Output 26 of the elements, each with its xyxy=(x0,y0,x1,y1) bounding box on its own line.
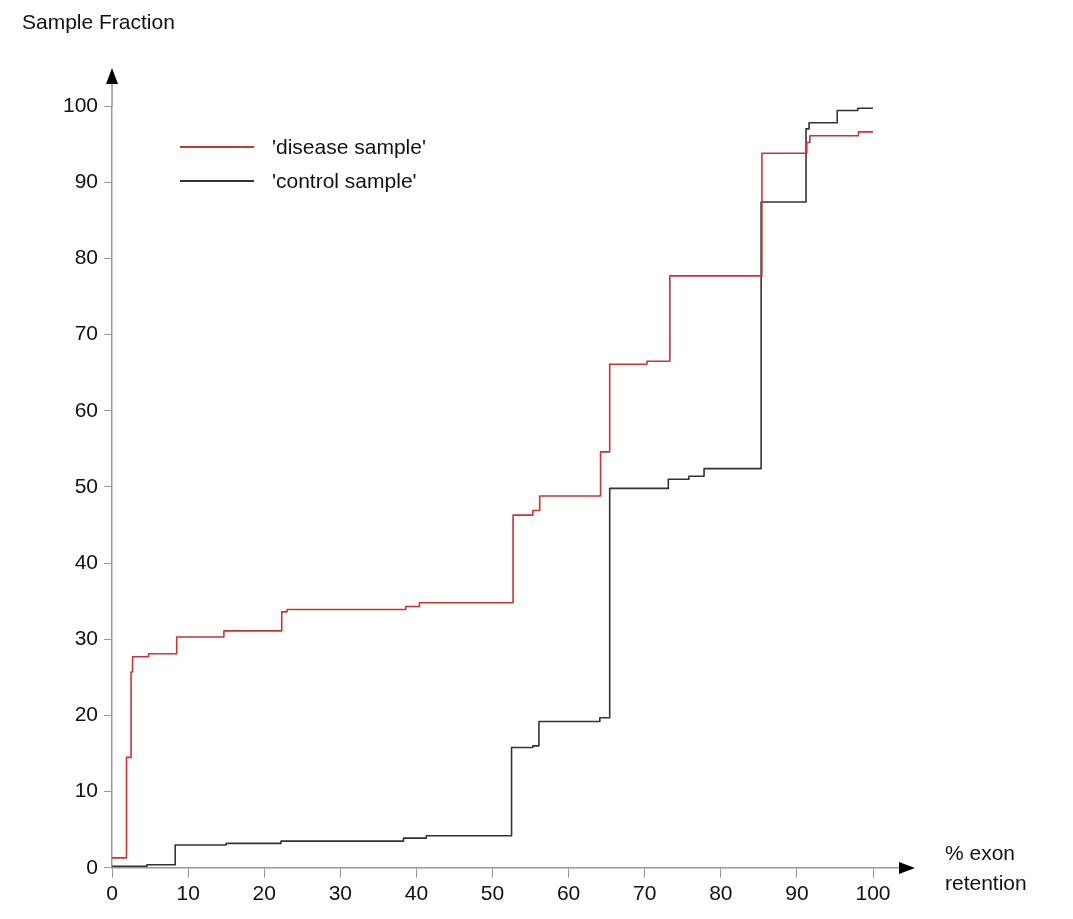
y-tick-label: 10 xyxy=(74,778,99,802)
x-tick-label: 40 xyxy=(404,881,429,905)
y-tick-label: 80 xyxy=(74,245,99,269)
legend-label: 'disease sample' xyxy=(272,135,426,159)
y-tick-label: 70 xyxy=(74,321,99,345)
y-tick-label: 90 xyxy=(74,168,99,192)
x-tick-label: 70 xyxy=(633,881,657,905)
x-tick-label: 0 xyxy=(106,881,118,905)
y-tick-label: 50 xyxy=(74,473,99,497)
x-tick-label: 60 xyxy=(556,881,581,905)
y-axis-title: Sample Fraction xyxy=(22,10,175,34)
x-tick-label: 50 xyxy=(480,881,505,905)
y-tick-label: 100 xyxy=(62,92,99,116)
x-axis-title: % exon retention xyxy=(945,840,1028,896)
y-tick-label: 40 xyxy=(74,549,99,573)
y-tick-label: 30 xyxy=(74,626,99,650)
legend-label: 'control sample' xyxy=(272,169,417,193)
x-tick-label: 100 xyxy=(855,881,891,905)
x-tick-label: 80 xyxy=(709,881,733,905)
x-tick-label: 20 xyxy=(252,881,276,905)
x-tick-label: 10 xyxy=(176,881,200,905)
y-tick-label: 60 xyxy=(74,397,99,421)
y-tick-label: 0 xyxy=(86,854,99,878)
y-tick-label: 20 xyxy=(74,702,99,726)
x-tick-label: 90 xyxy=(785,881,809,905)
x-tick-label: 30 xyxy=(328,881,353,905)
